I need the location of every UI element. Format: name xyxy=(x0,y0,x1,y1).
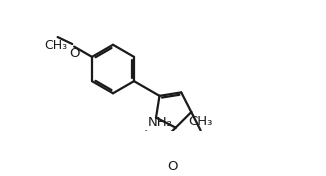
Text: O: O xyxy=(69,47,80,60)
Text: NH₂: NH₂ xyxy=(148,116,172,129)
Text: CH₃: CH₃ xyxy=(188,115,213,128)
Text: O: O xyxy=(167,160,177,173)
Text: CH₃: CH₃ xyxy=(45,39,68,52)
